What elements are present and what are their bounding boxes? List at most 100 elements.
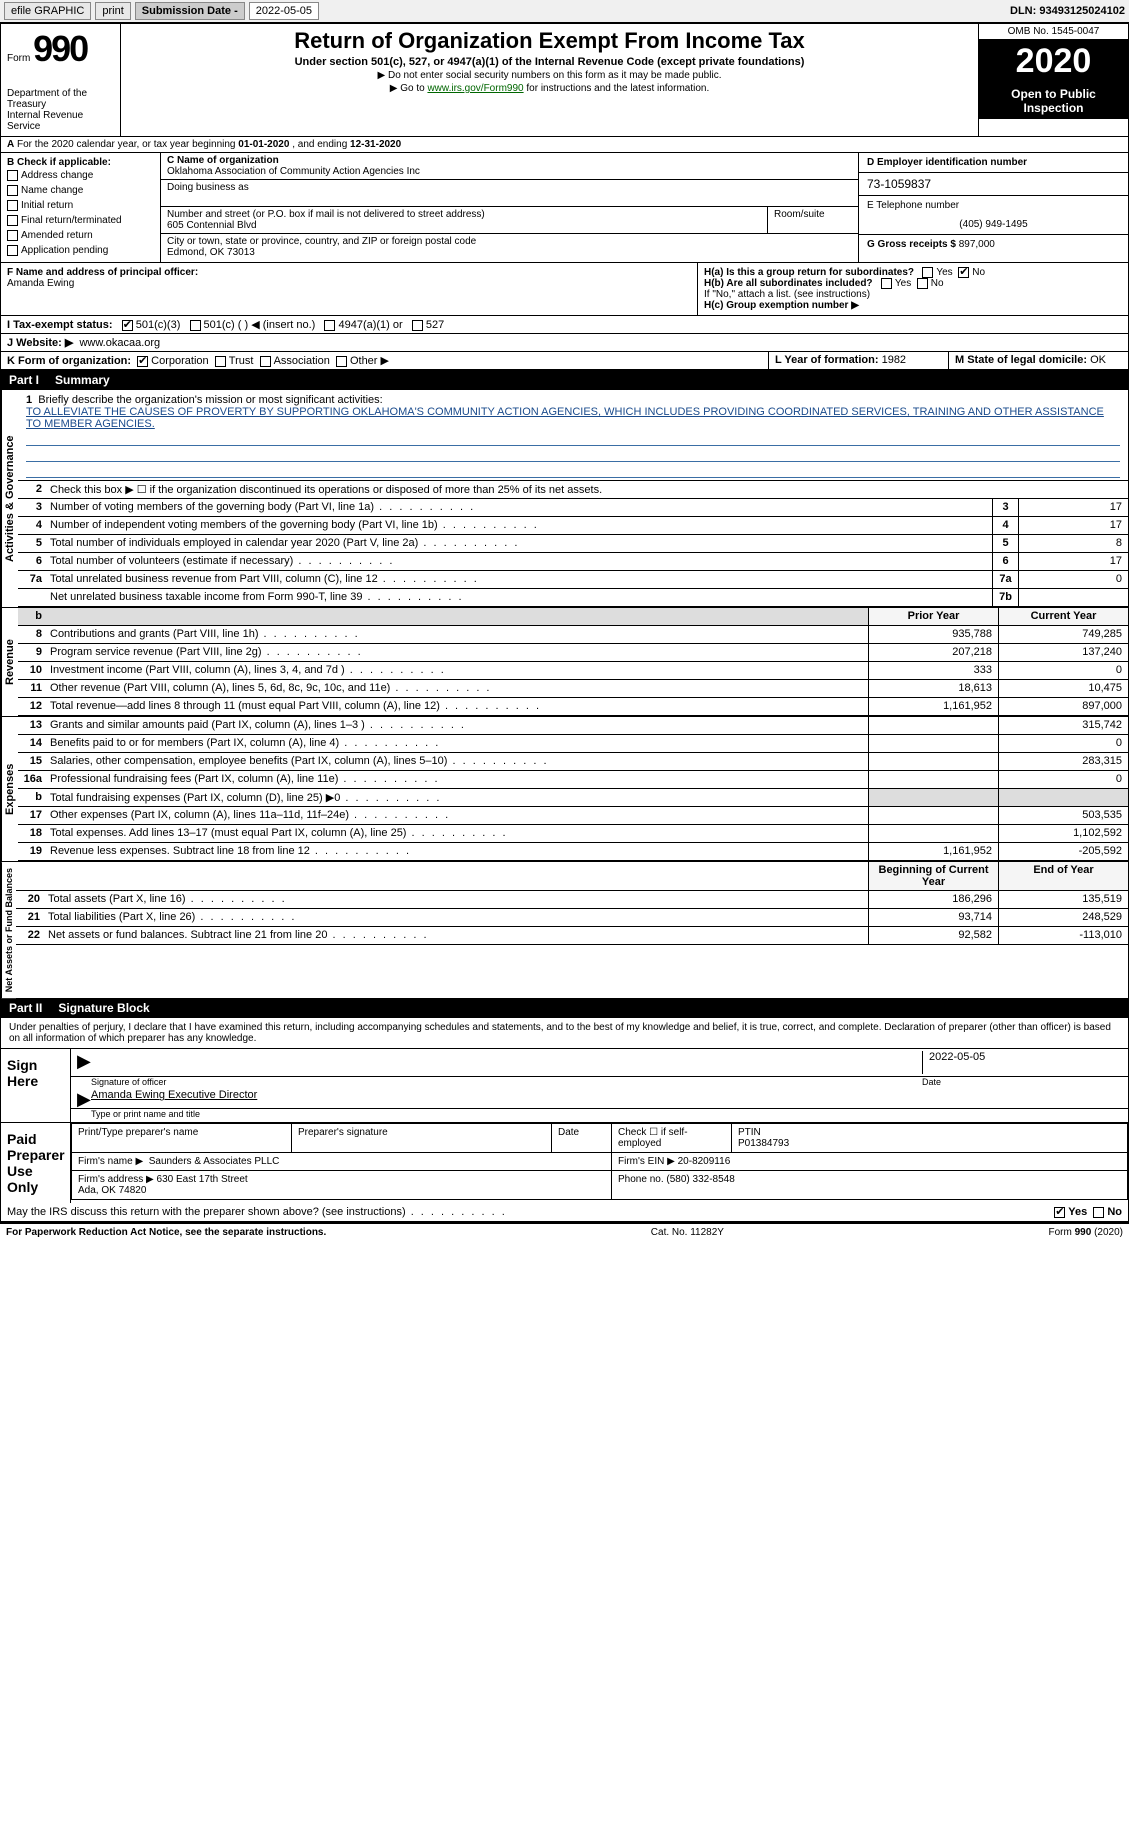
exp-line-19: 19Revenue less expenses. Subtract line 1…	[18, 843, 1128, 861]
submission-date: 2022-05-05	[249, 2, 319, 20]
room-label: Room/suite	[774, 209, 825, 220]
hb-note: If "No," attach a list. (see instruction…	[704, 289, 1122, 300]
col-eoy: End of Year	[998, 862, 1128, 890]
omb-number: OMB No. 1545-0047	[979, 24, 1128, 40]
tax-year: 2020	[979, 40, 1128, 83]
cb-4947[interactable]	[324, 320, 335, 331]
paid-preparer-label: Paid Preparer Use Only	[1, 1123, 71, 1203]
box-c: C Name of organization Oklahoma Associat…	[161, 153, 858, 262]
prep-self-employed: Check ☐ if self-employed	[612, 1124, 732, 1153]
dln-value: 93493125024102	[1039, 5, 1125, 17]
note-goto: ▶ Go to www.irs.gov/Form990 for instruct…	[125, 83, 974, 94]
form-title: Return of Organization Exempt From Incom…	[125, 28, 974, 54]
discuss-yes[interactable]	[1054, 1207, 1065, 1218]
declaration: Under penalties of perjury, I declare th…	[1, 1018, 1128, 1048]
part2-title: Signature Block	[58, 1001, 149, 1015]
net-line-21: 21Total liabilities (Part X, line 26)93,…	[16, 909, 1128, 927]
header-left: Form 990 Department of the Treasury Inte…	[1, 24, 121, 136]
telephone: (405) 949-1495	[859, 215, 1128, 235]
discuss-no[interactable]	[1093, 1207, 1104, 1218]
form-number: 990	[33, 28, 87, 69]
ein-label: D Employer identification number	[867, 157, 1027, 168]
form-subtitle: Under section 501(c), 527, or 4947(a)(1)…	[125, 56, 974, 68]
line2: 2 Check this box ▶ ☐ if the organization…	[18, 481, 1128, 499]
rev-label: Revenue	[1, 608, 18, 716]
gov-line-7b: Net unrelated business taxable income fr…	[18, 589, 1128, 607]
cb-name-change[interactable]: Name change	[7, 183, 154, 198]
ha-yes[interactable]	[922, 267, 933, 278]
type-name-label: Type or print name and title	[71, 1109, 1128, 1122]
gov-label: Activities & Governance	[1, 390, 18, 607]
cb-corp[interactable]	[137, 356, 148, 367]
boxes-bcd: B Check if applicable: Address change Na…	[1, 153, 1128, 263]
cb-trust[interactable]	[215, 356, 226, 367]
header-center: Return of Organization Exempt From Incom…	[121, 24, 978, 136]
cat-no: Cat. No. 11282Y	[651, 1227, 724, 1238]
tel-label: E Telephone number	[867, 200, 959, 211]
street-label: Number and street (or P.O. box if mail i…	[167, 209, 485, 220]
cb-initial-return[interactable]: Initial return	[7, 198, 154, 213]
mission-label: Briefly describe the organization's miss…	[38, 394, 382, 406]
ha-label: H(a) Is this a group return for subordin…	[704, 267, 914, 278]
exp-line-18: 18Total expenses. Add lines 13–17 (must …	[18, 825, 1128, 843]
ha-no[interactable]	[958, 267, 969, 278]
exp-line-16a: 16aProfessional fundraising fees (Part I…	[18, 771, 1128, 789]
principal-officer: Amanda Ewing	[7, 278, 74, 289]
exp-line-13: 13Grants and similar amounts paid (Part …	[18, 717, 1128, 735]
firm-phone-cell: Phone no. (580) 332-8548	[612, 1171, 1128, 1200]
irs-link[interactable]: www.irs.gov/Form990	[427, 83, 523, 94]
pra-notice: For Paperwork Reduction Act Notice, see …	[6, 1227, 326, 1238]
form-990: Form 990 Department of the Treasury Inte…	[0, 23, 1129, 1223]
box-b: B Check if applicable: Address change Na…	[1, 153, 161, 262]
cb-pending[interactable]: Application pending	[7, 243, 154, 258]
mission-text: TO ALLEVIATE THE CAUSES OF PROVERTY BY S…	[26, 406, 1104, 430]
dba-label: Doing business as	[167, 182, 249, 193]
part1-exp: Expenses 13Grants and similar amounts pa…	[1, 716, 1128, 861]
sig-arrow-icon: ▶	[77, 1051, 91, 1074]
part2-tab: Part II	[9, 1001, 42, 1015]
cb-501c[interactable]	[190, 320, 201, 331]
prep-date-label: Date	[552, 1124, 612, 1153]
page-footer: For Paperwork Reduction Act Notice, see …	[0, 1223, 1129, 1241]
hb-no[interactable]	[917, 278, 928, 289]
boxes-fh: F Name and address of principal officer:…	[1, 263, 1128, 316]
cb-527[interactable]	[412, 320, 423, 331]
col-prior-year: Prior Year	[868, 608, 998, 625]
org-name-label: C Name of organization	[167, 155, 279, 166]
rev-line-8: 8Contributions and grants (Part VIII, li…	[18, 626, 1128, 644]
part1-title: Summary	[55, 373, 110, 387]
city-label: City or town, state or province, country…	[167, 236, 476, 247]
gov-line-4: 4Number of independent voting members of…	[18, 517, 1128, 535]
print-btn[interactable]: print	[95, 2, 130, 20]
sign-here-label: Sign Here	[1, 1049, 71, 1122]
cb-address-change[interactable]: Address change	[7, 168, 154, 183]
sign-here-block: Sign Here ▶ 2022-05-05 Signature of offi…	[1, 1048, 1128, 1122]
prep-sig-label: Preparer's signature	[292, 1124, 552, 1153]
cb-assoc[interactable]	[260, 356, 271, 367]
gross-receipts: G Gross receipts $ 897,000	[859, 235, 1128, 254]
cb-amended[interactable]: Amended return	[7, 228, 154, 243]
discuss-text: May the IRS discuss this return with the…	[7, 1206, 1054, 1218]
exp-line-b: bTotal fundraising expenses (Part IX, co…	[18, 789, 1128, 807]
box-d: D Employer identification number 73-1059…	[858, 153, 1128, 262]
cb-other[interactable]	[336, 356, 347, 367]
firm-ein-cell: Firm's EIN ▶ 20-8209116	[612, 1153, 1128, 1171]
hb-yes[interactable]	[881, 278, 892, 289]
cb-final-return[interactable]: Final return/terminated	[7, 213, 154, 228]
paid-preparer-block: Paid Preparer Use Only Print/Type prepar…	[1, 1122, 1128, 1203]
top-toolbar: efile GRAPHIC print Submission Date - 20…	[0, 0, 1129, 23]
website: www.okacaa.org	[79, 337, 160, 349]
sig-arrow2-icon: ▶	[77, 1089, 91, 1106]
box-j: J Website: ▶ www.okacaa.org	[1, 334, 1128, 352]
rev-line-9: 9Program service revenue (Part VIII, lin…	[18, 644, 1128, 662]
exp-label: Expenses	[1, 717, 18, 861]
section-a: A For the 2020 calendar year, or tax yea…	[1, 137, 1128, 153]
net-label: Net Assets or Fund Balances	[1, 862, 16, 998]
rev-line-11: 11Other revenue (Part VIII, column (A), …	[18, 680, 1128, 698]
rev-header: b Prior Year Current Year	[18, 608, 1128, 626]
hc-label: H(c) Group exemption number ▶	[704, 300, 859, 311]
cb-501c3[interactable]	[122, 320, 133, 331]
box-l: L Year of formation: 1982	[768, 352, 948, 369]
city: Edmond, OK 73013	[167, 247, 255, 258]
efile-btn[interactable]: efile GRAPHIC	[4, 2, 91, 20]
